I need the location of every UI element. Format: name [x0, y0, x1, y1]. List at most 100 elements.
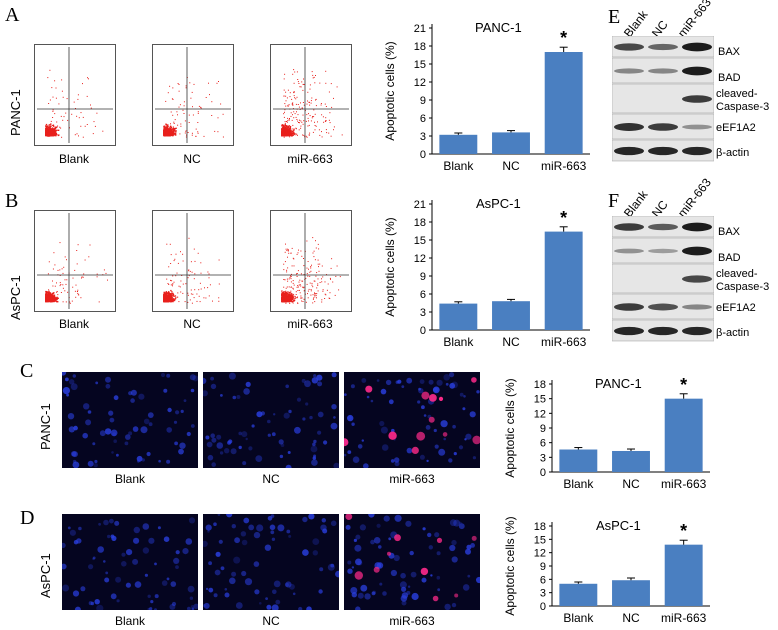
nucleus [87, 410, 92, 414]
y-tick-label: 3 [420, 307, 426, 319]
nucleus [363, 463, 369, 468]
nucleus [243, 517, 250, 524]
nucleus [192, 375, 198, 382]
nucleus [109, 417, 115, 423]
bar [612, 580, 650, 606]
nucleus [85, 419, 92, 426]
label-a-nc: NC [183, 152, 201, 166]
label-c-blank: Blank [114, 472, 146, 486]
nucleus [62, 542, 66, 548]
nucleus [121, 552, 126, 557]
nucleus [425, 425, 431, 430]
nucleus [304, 380, 311, 388]
nucleus [355, 558, 362, 566]
nucleus [267, 419, 271, 424]
label-a-blank: Blank [58, 152, 90, 166]
nucleus [170, 581, 177, 587]
wb-e-lane-mir663: miR-663 [674, 0, 714, 41]
nucleus [233, 556, 241, 564]
y-tick-label: 0 [540, 467, 546, 479]
nucleus [67, 413, 75, 420]
nucleus [449, 382, 456, 389]
y-tick-label: 18 [534, 521, 546, 533]
nucleus [451, 556, 458, 563]
nucleus [313, 374, 317, 378]
nucleus [361, 439, 364, 442]
nucleus [235, 602, 243, 609]
nucleus [279, 454, 284, 459]
nucleus [242, 461, 247, 466]
blot-band [682, 42, 712, 52]
nucleus [285, 464, 292, 468]
label-b-blank: Blank [58, 317, 90, 331]
nucleus [180, 409, 184, 413]
panel-d-cell-line: AsPC-1 [38, 553, 53, 598]
nucleus [166, 577, 170, 581]
bar [544, 52, 583, 154]
nucleus [360, 584, 368, 592]
blot-band [648, 223, 678, 231]
y-tick-label: 12 [534, 548, 546, 560]
x-tick-label: Blank [443, 335, 474, 349]
nucleus [285, 581, 292, 588]
nucleus [109, 518, 114, 524]
nucleus [438, 448, 446, 456]
nucleus [62, 372, 67, 376]
nucleus [163, 536, 170, 542]
nucleus [94, 459, 98, 464]
nucleus [296, 397, 302, 402]
nucleus [292, 592, 296, 596]
wb-e-caspase3: Caspase-3 [716, 101, 770, 113]
nucleus [205, 524, 212, 531]
nucleus [271, 537, 276, 541]
bar-chart-b: Apoptotic cells (%) 0 3 6 9 12 15 18 21 AsPC-1 Bla… [383, 196, 590, 349]
nucleus [82, 432, 88, 439]
blot-band [648, 326, 678, 336]
nucleus [317, 381, 323, 387]
wb-e-bax: BAX [718, 46, 741, 58]
nucleus [347, 450, 352, 454]
nucleus [190, 605, 195, 609]
nucleus [66, 393, 69, 397]
nucleus [361, 378, 367, 383]
nucleus [130, 398, 135, 403]
nucleus [216, 434, 222, 440]
nucleus [289, 583, 295, 590]
x-tick-label: miR-663 [541, 159, 587, 173]
significance-mark: * [680, 521, 687, 541]
nucleus [273, 580, 281, 588]
blot-band [682, 304, 712, 310]
apoptotic-cell [471, 377, 477, 383]
nucleus [351, 566, 355, 569]
label-a-mir663: miR-663 [287, 152, 333, 166]
apoptotic-cell [436, 537, 443, 543]
nucleus [175, 550, 180, 555]
blot-band [614, 223, 644, 231]
nucleus [330, 422, 338, 430]
nucleus [354, 544, 362, 552]
nucleus [353, 538, 357, 542]
nucleus [433, 428, 437, 433]
nucleus [426, 459, 429, 463]
flow-plot-b-mir663 [270, 210, 352, 312]
bar [439, 134, 478, 154]
nucleus [406, 447, 413, 454]
nucleus [136, 455, 143, 462]
nucleus [92, 556, 96, 560]
x-tick-label: miR-663 [541, 335, 587, 349]
flow-dots [281, 237, 341, 304]
nucleus [148, 537, 155, 544]
apoptotic-cell [365, 385, 373, 393]
nucleus [301, 378, 306, 383]
y-tick-label: 3 [420, 131, 426, 143]
nucleus [401, 385, 405, 388]
blot-band [648, 43, 678, 51]
flow-plot-a-mir663 [270, 44, 352, 146]
y-tick-label: 12 [414, 253, 426, 265]
nucleus [465, 548, 471, 555]
nucleus [62, 563, 67, 570]
nucleus [302, 549, 309, 556]
nucleus [178, 448, 184, 455]
nucleus [445, 382, 449, 386]
y-tick-label: 15 [534, 394, 546, 406]
